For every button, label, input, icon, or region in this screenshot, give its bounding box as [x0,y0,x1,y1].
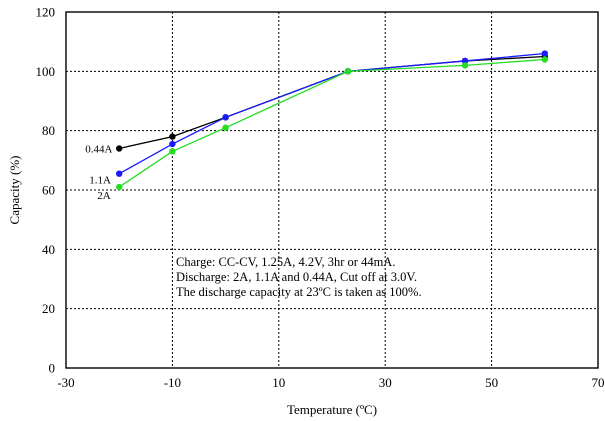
series-label: 0.44A [85,143,112,155]
data-point [169,148,176,155]
data-point [169,133,176,140]
data-point [541,50,548,57]
y-tick-label: 80 [42,123,55,138]
series-line [119,55,545,150]
tick-labels: -30 -10 10 30 50 70 0 20 40 60 80 100 120 [36,5,605,391]
y-tick-label: 20 [42,301,55,316]
plot-frame [65,11,599,369]
data-point [461,57,469,65]
data-point [116,170,123,177]
x-tick-label: 30 [379,375,392,390]
series-044A-group [116,53,548,152]
series-label: 2A [97,190,111,202]
data-point [222,114,229,121]
y-tick-label: 60 [42,183,55,198]
y-tick-label: 100 [36,64,56,79]
x-tick-label: 50 [485,375,498,390]
series-label: 1.1A [89,175,111,187]
y-tick-label: 120 [36,5,56,20]
annotation-box: Charge: CC-CV, 1.25A, 4.2V, 3hr or 44mA.… [176,255,422,299]
data-point [344,68,352,75]
series-11A-group [116,50,548,177]
data-point [541,56,548,63]
annotation-charge: Charge: CC-CV, 1.25A, 4.2V, 3hr or 44mA. [176,255,395,269]
y-tick-label: 0 [49,361,56,376]
series-lines [116,50,548,191]
data-point [169,140,176,148]
grid-lines [66,12,598,368]
data-point [116,145,123,152]
series-labels: 0.44A 1.1A 2A [85,143,112,202]
x-axis-title: Temperature (ºC) [287,402,377,417]
data-point [116,183,123,191]
x-tick-label: 70 [592,375,605,390]
data-point [222,124,229,131]
y-tick-label: 40 [42,242,55,257]
series-line [118,58,545,188]
x-tick-label: -30 [57,375,74,390]
data-point [461,62,469,69]
series-line [118,52,545,175]
y-axis-title: Capacity (%) [7,156,22,225]
x-tick-label: 10 [272,375,285,390]
series-2A-group [116,56,548,191]
annotation-discharge: Discharge: 2A, 1.1A and 0.44A, Cut off a… [176,270,417,284]
annotation-reference: The discharge capacity at 23ºC is taken … [176,285,422,299]
x-tick-label: -10 [164,375,181,390]
